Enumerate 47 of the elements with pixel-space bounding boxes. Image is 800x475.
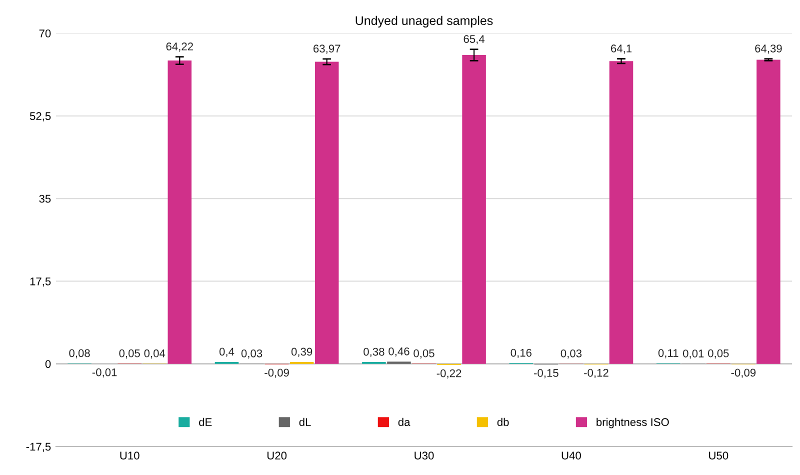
data-label: 0,05 xyxy=(119,349,140,359)
y-tick-label: 0 xyxy=(45,360,51,368)
data-label: 64,22 xyxy=(166,42,193,52)
data-label: 0,01 xyxy=(683,350,704,359)
data-label: 0,05 xyxy=(708,349,729,359)
data-label: 0,03 xyxy=(241,349,262,359)
data-label: 0,16 xyxy=(510,348,532,358)
y-tick-label: 70 xyxy=(39,30,51,38)
data-label: 0,39 xyxy=(291,348,312,357)
data-label: 0,38 xyxy=(364,348,384,358)
bar xyxy=(314,62,339,364)
data-label: 0,04 xyxy=(144,349,166,359)
data-label: 0,11 xyxy=(658,349,678,358)
data-label: -0,12 xyxy=(584,368,608,378)
data-label: 0,08 xyxy=(69,349,90,358)
legend-label: da xyxy=(398,418,410,426)
bar xyxy=(609,61,634,364)
data-label: 65,4 xyxy=(464,35,485,44)
y-tick-label: -17,5 xyxy=(26,442,51,452)
y-tick-label: 17,5 xyxy=(30,278,51,287)
data-label: -0,22 xyxy=(436,369,462,379)
legend-label: dL xyxy=(299,418,311,426)
bar xyxy=(462,54,486,364)
data-label: -0,01 xyxy=(92,368,117,378)
x-tick-label: U10 xyxy=(120,452,140,460)
x-tick-label: U20 xyxy=(267,452,287,460)
x-tick-label: U30 xyxy=(414,452,434,460)
legend-label: db xyxy=(497,418,509,426)
data-label: 0,03 xyxy=(560,349,582,359)
x-tick-label: U50 xyxy=(709,452,728,460)
data-label: 64,1 xyxy=(611,44,632,54)
data-label: 63,97 xyxy=(314,44,340,54)
data-label: -0,09 xyxy=(264,368,289,378)
x-tick-label: U40 xyxy=(562,452,581,460)
legend-label: dE xyxy=(199,418,212,426)
chart-title: Undyed unaged samples xyxy=(356,16,493,28)
data-label: -0,15 xyxy=(534,369,558,378)
data-label: 0,46 xyxy=(388,347,410,357)
data-label: 0,05 xyxy=(414,349,434,359)
data-label: 0,4 xyxy=(219,348,234,357)
bar xyxy=(756,60,780,364)
y-tick-label: 35 xyxy=(39,194,51,203)
data-label: 64,39 xyxy=(755,44,782,54)
bar xyxy=(168,60,192,364)
y-tick-label: 52,5 xyxy=(30,112,51,122)
legend-label: brightness ISO xyxy=(596,418,669,428)
data-label: -0,09 xyxy=(731,368,756,378)
